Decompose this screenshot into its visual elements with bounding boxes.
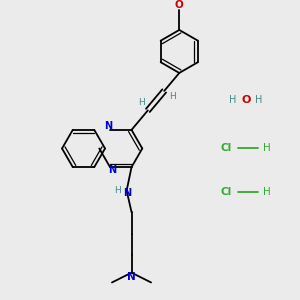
Text: H: H — [169, 92, 176, 101]
Text: O: O — [241, 94, 250, 105]
Text: N: N — [124, 188, 132, 197]
Text: H: H — [115, 186, 121, 195]
Text: H: H — [138, 98, 144, 107]
Text: H: H — [263, 143, 271, 154]
Text: O: O — [175, 0, 184, 10]
Text: N: N — [108, 165, 116, 175]
Text: Cl: Cl — [220, 188, 232, 197]
Text: H: H — [230, 94, 237, 105]
Text: N: N — [127, 272, 136, 282]
Text: H: H — [263, 188, 271, 197]
Text: N: N — [104, 121, 112, 131]
Text: H: H — [255, 94, 262, 105]
Text: Cl: Cl — [220, 143, 232, 154]
